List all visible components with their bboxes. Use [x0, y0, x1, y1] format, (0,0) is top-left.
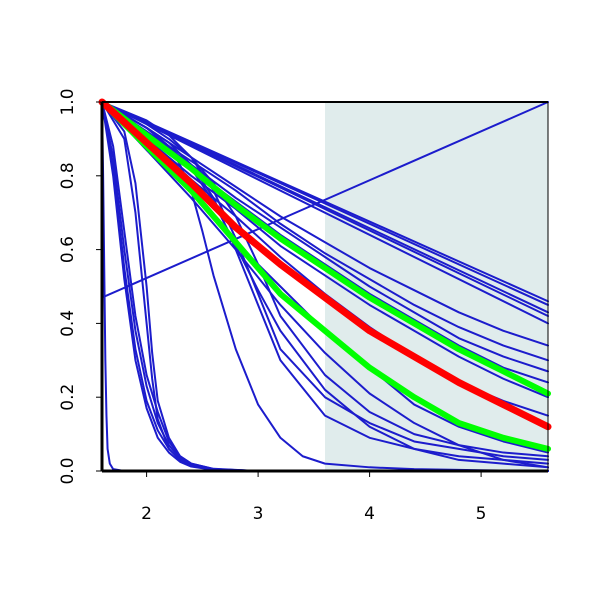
y-tick-label: 0.2: [58, 384, 78, 411]
series-line-17: [101, 101, 549, 461]
series-line-18: [101, 101, 549, 458]
y-tick-label: 0.4: [58, 310, 78, 337]
y-tick-label: 1.0: [58, 88, 78, 115]
y-tick-label: 0.8: [58, 162, 78, 189]
axes-layer: 2 3 4 5 0.0 0.2 0.4 0.6 0.8 1.0: [58, 88, 549, 524]
series-line-8: [101, 101, 549, 347]
series-line-28: [101, 101, 549, 299]
x-tick-label: 2: [141, 504, 152, 524]
y-tick-label: 0.0: [58, 457, 78, 484]
series-line-19: [101, 101, 549, 469]
series-line-12: [101, 101, 549, 399]
x-tick-label: 4: [364, 504, 375, 524]
series-line-7: [101, 101, 549, 325]
bound-series-line-2: [99, 99, 551, 452]
series-line-16: [101, 101, 549, 465]
x-tick-label: 5: [476, 504, 487, 524]
series-line-15: [101, 101, 549, 469]
series-line-4: [101, 101, 549, 306]
y-tick-label: 0.6: [58, 236, 78, 263]
bound-series-line-1: [99, 99, 551, 397]
highlight-series-line: [98, 98, 552, 431]
series-line-6: [101, 101, 549, 318]
x-tick-label: 3: [253, 504, 264, 524]
